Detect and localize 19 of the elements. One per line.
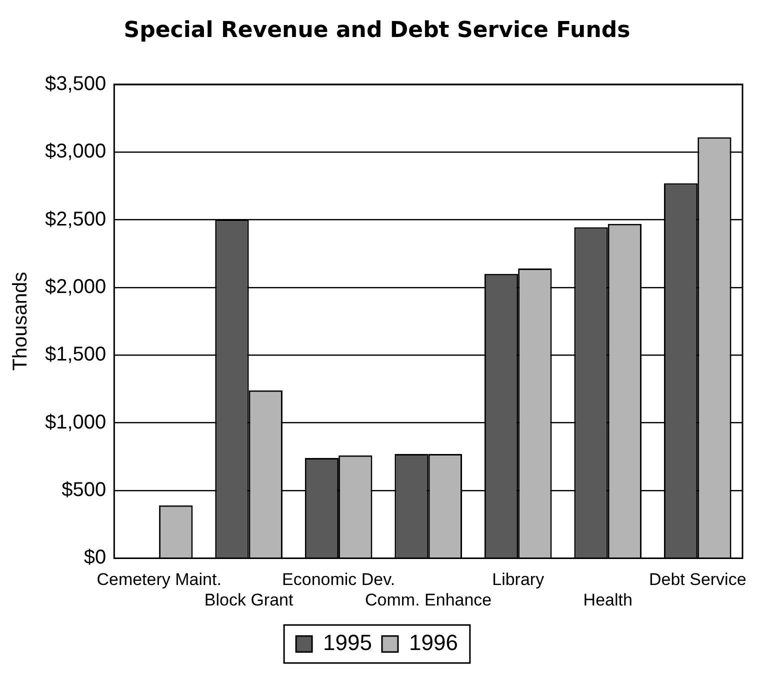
y-axis-title: Thousands [10, 272, 32, 371]
y-tick-label: $3,500 [45, 72, 106, 95]
y-tick-label: $500 [62, 479, 106, 502]
x-tick-label: Debt Service [648, 570, 746, 590]
x-tick-label: Cemetery Maint. [96, 570, 222, 590]
x-tick-label: Economic Dev. [282, 570, 396, 590]
y-tick-label: $2,000 [45, 276, 106, 298]
y-tick-label: $2,500 [45, 208, 106, 230]
chart-title: Special Revenue and Debt Service Funds [124, 18, 630, 43]
y-tick-label: $3,000 [45, 140, 106, 163]
y-tick-label: $1,500 [45, 344, 106, 366]
y-tick-label: $0 [84, 546, 106, 569]
legend-label: 1995 [323, 630, 372, 656]
y-tick-label: $1,000 [45, 411, 106, 434]
x-tick-label: Comm. Enhance [365, 590, 492, 610]
x-tick-label: Library [492, 570, 545, 590]
x-tick-label: Block Grant [204, 590, 294, 610]
legend-label: 1996 [409, 630, 458, 656]
x-tick-label: Health [583, 590, 632, 610]
